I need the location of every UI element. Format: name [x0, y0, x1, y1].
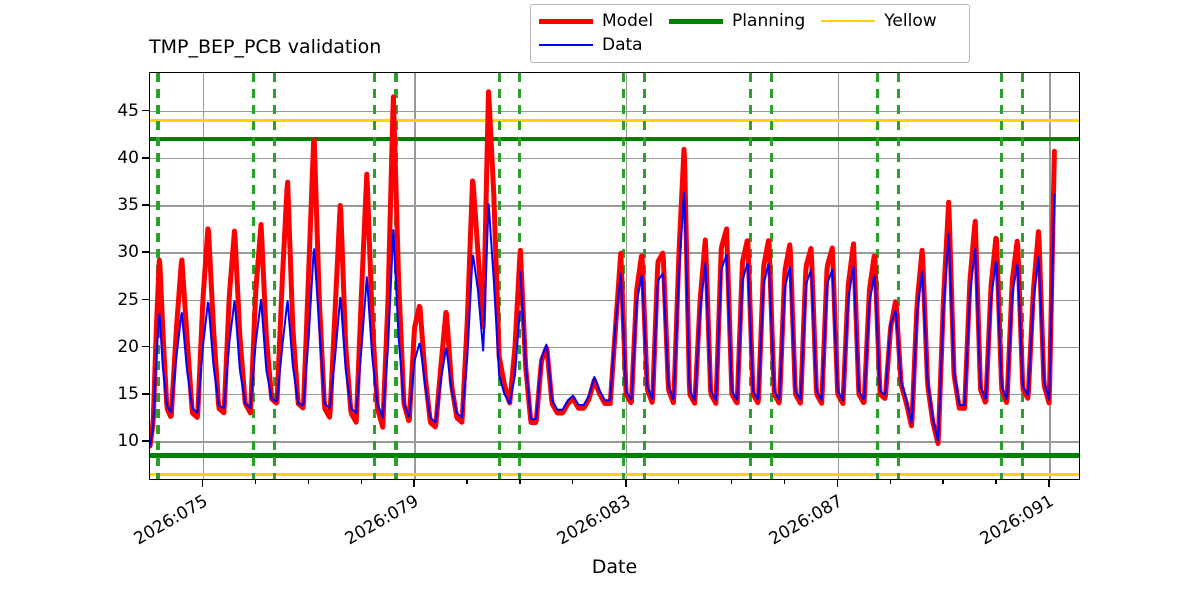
x-tick-mark-minor — [360, 480, 362, 484]
y-tick-mark — [142, 345, 149, 348]
legend-item-yellow: Yellow — [821, 10, 937, 31]
gridline-horizontal — [150, 205, 1079, 207]
x-tick-mark — [201, 480, 204, 487]
series-line-model — [150, 89, 1057, 449]
event-line — [1021, 73, 1025, 479]
legend-label-yellow: Yellow — [884, 10, 937, 31]
gridline-horizontal — [150, 441, 1079, 443]
gridline-horizontal — [150, 394, 1079, 396]
x-tick-label: 2026:079 — [342, 491, 423, 550]
gridline-horizontal — [150, 299, 1079, 301]
limit-line — [150, 473, 1079, 476]
x-tick-mark-minor — [466, 480, 468, 484]
legend-item-planning: Planning — [669, 10, 806, 31]
x-tick-label: 2026:091 — [976, 491, 1058, 550]
event-line — [497, 73, 501, 479]
x-tick-mark-minor — [942, 480, 944, 484]
y-tick-label: 25 — [117, 289, 139, 310]
chart-title: TMP_BEP_PCB validation — [149, 36, 382, 58]
y-tick-mark — [142, 298, 149, 301]
legend-item-model: Model — [539, 10, 654, 31]
x-tick-mark-minor — [677, 480, 680, 484]
x-tick-label: 2026:083 — [553, 491, 635, 550]
y-tick-mark — [142, 109, 149, 112]
series-line-data — [150, 203, 521, 448]
x-tick-mark-minor — [572, 480, 574, 484]
x-tick-mark — [413, 480, 416, 487]
gridline-horizontal — [150, 158, 1079, 160]
series-line-data-continued — [519, 191, 1056, 442]
gridline-vertical — [414, 73, 416, 479]
gridline-vertical — [626, 73, 628, 479]
x-axis-label: Date — [591, 556, 638, 578]
chart-legend: Model Planning Yellow Data — [530, 4, 970, 63]
x-tick-mark-minor — [307, 480, 309, 484]
x-tick-mark-minor — [730, 480, 733, 484]
y-tick-mark — [142, 204, 149, 206]
y-tick-mark — [142, 157, 149, 159]
limit-line — [150, 136, 1079, 142]
legend-swatch-yellow — [821, 20, 876, 22]
limit-line — [150, 453, 1079, 458]
x-tick-mark-minor — [519, 480, 521, 484]
y-tick-label: 20 — [117, 336, 139, 357]
legend-swatch-model — [539, 18, 593, 24]
legend-swatch-planning — [669, 18, 724, 24]
gridline-vertical — [837, 73, 839, 479]
series-canvas — [150, 89, 1057, 449]
event-line — [1000, 73, 1004, 479]
gridline-horizontal — [150, 252, 1079, 254]
x-tick-mark — [625, 480, 627, 487]
y-tick-label: 15 — [117, 384, 139, 405]
x-tick-label: 2026:075 — [130, 491, 212, 550]
y-tick-label: 45 — [117, 100, 139, 121]
y-tick-mark — [142, 393, 149, 395]
legend-label-model: Model — [602, 10, 654, 31]
limit-line — [150, 119, 1079, 122]
y-tick-mark — [142, 440, 149, 442]
x-tick-mark-minor — [995, 480, 997, 484]
legend-row-2: Data — [539, 33, 961, 57]
event-line — [251, 73, 255, 479]
y-tick-label: 40 — [117, 148, 139, 168]
legend-label-planning: Planning — [732, 10, 806, 31]
x-tick-mark-minor — [783, 480, 786, 484]
event-line — [896, 73, 901, 479]
x-tick-mark-minor — [889, 480, 891, 484]
legend-item-data: Data — [539, 34, 643, 55]
x-tick-mark-minor — [254, 480, 257, 484]
x-tick-label: 2026:087 — [765, 491, 846, 550]
y-tick-label: 10 — [117, 431, 139, 452]
plot-area — [149, 72, 1080, 480]
y-tick-label: 30 — [117, 242, 139, 263]
event-line — [272, 73, 276, 479]
x-tick-mark — [1048, 480, 1050, 487]
legend-label-data: Data — [602, 34, 643, 55]
event-line — [373, 73, 377, 479]
x-tick-mark — [836, 480, 839, 487]
y-tick-mark — [142, 251, 149, 254]
y-tick-label: 35 — [117, 195, 139, 216]
legend-swatch-data — [539, 44, 593, 46]
gridline-horizontal — [150, 110, 1079, 113]
legend-row-1: Model Planning Yellow — [539, 9, 961, 33]
